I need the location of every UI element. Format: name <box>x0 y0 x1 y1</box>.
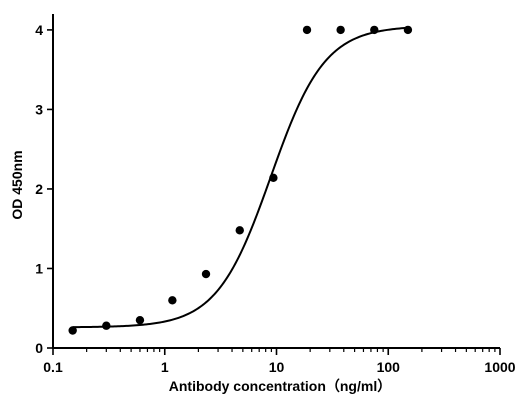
y-tick-label: 3 <box>35 101 43 117</box>
axes <box>52 14 500 349</box>
data-point <box>303 26 311 34</box>
x-axis-ticks: 0.1 1 10 100 1000 <box>43 348 516 375</box>
x-tick-label: 1000 <box>484 359 515 375</box>
y-tick-label: 0 <box>35 340 43 356</box>
data-point <box>269 174 277 182</box>
data-point <box>102 322 110 330</box>
data-point <box>202 270 210 278</box>
x-tick-label: 0.1 <box>43 359 63 375</box>
data-points <box>68 26 412 335</box>
data-point <box>236 226 244 234</box>
data-point <box>168 296 176 304</box>
y-tick-label: 1 <box>35 260 43 276</box>
data-point <box>370 26 378 34</box>
y-axis-title: OD 450nm <box>9 150 25 219</box>
data-point <box>404 26 412 34</box>
y-tick-label: 2 <box>35 181 43 197</box>
y-axis-ticks: 0 1 2 3 4 <box>35 22 53 356</box>
data-point <box>68 326 76 334</box>
data-point <box>136 316 144 324</box>
y-tick-label: 4 <box>35 22 43 38</box>
x-tick-label: 1 <box>161 359 169 375</box>
x-tick-label: 10 <box>269 359 285 375</box>
x-tick-label: 100 <box>377 359 401 375</box>
fit-curve <box>73 28 408 327</box>
x-axis-title: Antibody concentration（ng/ml） <box>169 378 391 394</box>
data-point <box>336 26 344 34</box>
